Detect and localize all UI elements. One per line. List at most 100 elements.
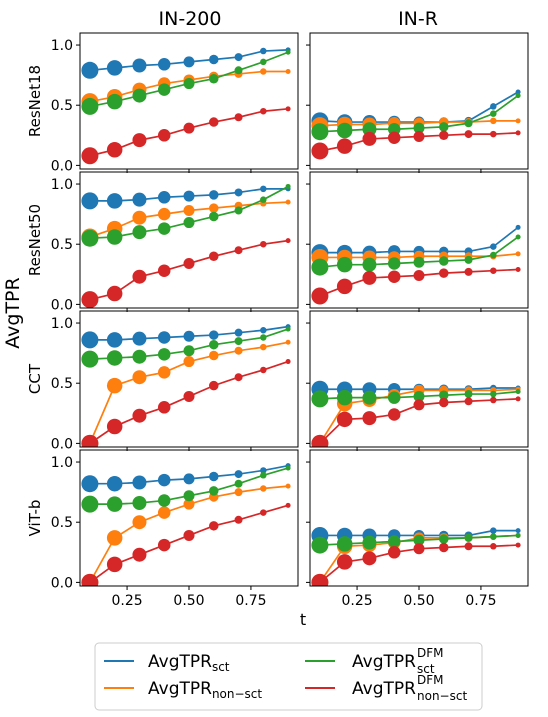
data-point-sct [106,332,123,348]
data-point-non_sct [183,498,195,510]
data-point-dfm_non_sct [311,287,329,305]
data-point-dfm_non_sct [106,141,123,158]
data-point-dfm_non_sct [336,554,353,570]
data-point-dfm_sct [285,183,291,189]
data-point-dfm_non_sct [311,142,329,160]
data-point-dfm_non_sct [362,131,377,146]
data-point-dfm_sct [285,49,291,55]
data-point-dfm_non_sct [132,408,147,423]
data-point-non_sct [209,350,219,361]
data-point-sct [260,327,267,334]
data-point-dfm_sct [515,389,521,395]
plot-area [81,183,291,308]
data-point-dfm_sct [439,122,449,132]
y-tick-label: 0.5 [51,515,73,531]
row-label: ResNet18 [26,65,44,137]
x-tick-label: 0.75 [465,593,496,609]
data-point-dfm_non_sct [183,257,195,269]
data-point-dfm_non_sct [132,133,147,148]
data-point-dfm_sct [413,534,425,546]
y-tick-label: 0.5 [51,376,73,392]
data-point-dfm_non_sct [387,270,401,283]
panel-resnet50-inr [306,171,529,312]
data-point-dfm_non_sct [311,573,329,586]
data-point-dfm_non_sct [490,396,497,404]
series-line-dfm_non_sct [89,504,289,584]
data-point-dfm_sct [260,196,267,203]
data-point-sct [490,103,497,110]
data-point-dfm_sct [132,349,147,364]
data-point-dfm_non_sct [362,270,377,285]
data-point-dfm_non_sct [413,270,425,281]
data-point-dfm_sct [157,494,171,507]
data-point-non_sct [157,207,171,221]
data-point-dfm_sct [464,533,473,542]
data-point-sct [209,54,219,65]
data-point-sct [234,188,243,197]
data-point-non_sct [234,346,243,355]
data-point-sct [81,475,99,493]
data-point-non_sct [515,118,521,124]
data-point-dfm_sct [387,535,401,548]
data-point-sct [81,192,99,210]
data-point-dfm_sct [183,345,195,357]
y-tick-label: 0.0 [51,436,73,452]
data-point-dfm_non_sct [413,543,425,555]
plot-area [81,463,291,586]
plot-area [311,380,521,447]
legend: AvgTPRsct AvgTPRnon−sct AvgTPRDFM sct Avg… [94,642,483,711]
legend-label-dfm-sct: AvgTPRDFM sct [352,646,444,676]
data-point-sct [132,331,147,346]
data-point-dfm_non_sct [336,411,353,428]
data-point-dfm_sct [336,389,353,406]
y-tick-label: 0.0 [51,575,73,591]
data-point-sct [234,53,243,62]
data-point-dfm_non_sct [387,546,401,559]
data-point-non_sct [285,69,291,75]
data-point-dfm_non_sct [81,434,99,447]
data-point-dfm_sct [413,390,425,402]
data-point-dfm_sct [387,257,401,270]
data-point-dfm_sct [464,119,473,128]
data-point-dfm_sct [106,350,123,366]
data-point-dfm_sct [81,97,99,115]
data-point-dfm_sct [336,536,353,552]
data-point-dfm_non_sct [336,278,353,295]
data-point-non_sct [106,530,123,546]
data-point-dfm_non_sct [157,401,171,414]
data-point-dfm_non_sct [439,397,449,408]
data-point-dfm_sct [336,256,353,273]
panel-resnet18-inr [306,32,529,173]
data-point-dfm_sct [285,465,291,471]
data-point-dfm_sct [132,495,147,510]
data-point-non_sct [132,210,147,225]
data-point-sct [234,470,243,479]
legend-entry-sct: AvgTPRsct [104,652,230,674]
data-point-dfm_non_sct [285,238,291,244]
panel-resnet18-in200: 0.0 0.5 1.0 ResNet18 [26,32,299,174]
panel-cct-inr [306,310,529,451]
data-point-dfm_sct [362,535,377,550]
data-point-non_sct [260,68,267,75]
panel-vit-b-inr: 0.25 0.50 0.75 [306,449,529,609]
data-point-dfm_non_sct [234,515,243,524]
data-point-dfm_non_sct [439,542,449,553]
panel-resnet50-in200: 0.0 0.5 1.0 ResNet50 [26,171,299,313]
data-point-dfm_non_sct [209,117,219,127]
data-point-dfm_sct [157,348,171,361]
data-point-dfm_sct [439,256,449,266]
data-point-dfm_non_sct [490,543,497,550]
legend-label-dfm-non-sct: AvgTPRDFM non−sct [352,673,467,703]
y-tick-label: 0.0 [51,158,73,174]
panel-vit-b-in200: 0.0 0.5 1.0 0.25 0.50 0.75 ViT-b [26,449,299,609]
data-point-non_sct [515,251,521,257]
data-point-sct [132,58,147,73]
data-point-non_sct [157,506,171,519]
row-label: ViT-b [26,500,44,537]
data-point-dfm_non_sct [234,113,243,122]
data-point-dfm_sct [387,391,401,404]
x-tick-label: 0.50 [173,593,204,609]
data-point-dfm_non_sct [157,264,171,277]
data-point-dfm_sct [106,93,123,110]
data-point-non_sct [132,515,147,530]
